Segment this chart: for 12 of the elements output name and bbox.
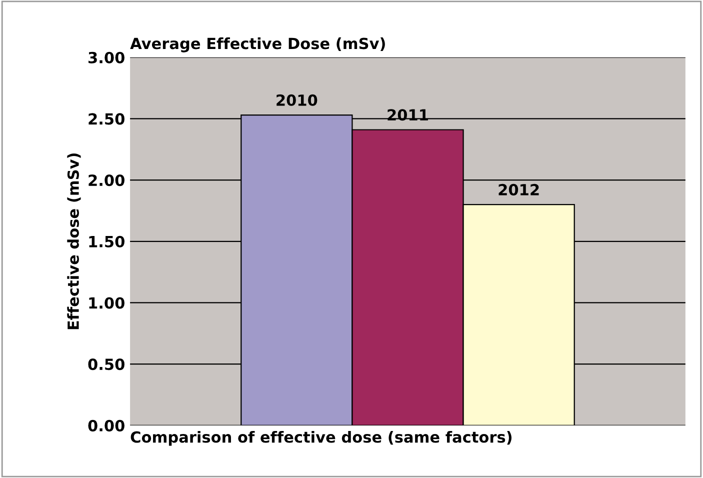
y-tick-label: 2.00	[88, 174, 124, 186]
y-tick-label: 1.50	[89, 236, 124, 248]
y-tick-label: 0.50	[88, 358, 124, 370]
x-tick-label: 2012	[498, 184, 539, 196]
y-tick-label: 1.00	[89, 297, 124, 309]
y-tick-label: 2.50	[88, 113, 124, 125]
y-axis-title: Effective dose (mSv)	[67, 154, 81, 330]
y-tick-label: 3.00	[88, 52, 124, 64]
x-tick-label: 2010	[276, 94, 318, 106]
chart-title: Average Effective Dose (mSv)	[130, 37, 385, 52]
x-axis-title: Comparison of effective dose (same factors)	[130, 430, 512, 446]
y-tick-label: 0.00	[88, 420, 124, 432]
